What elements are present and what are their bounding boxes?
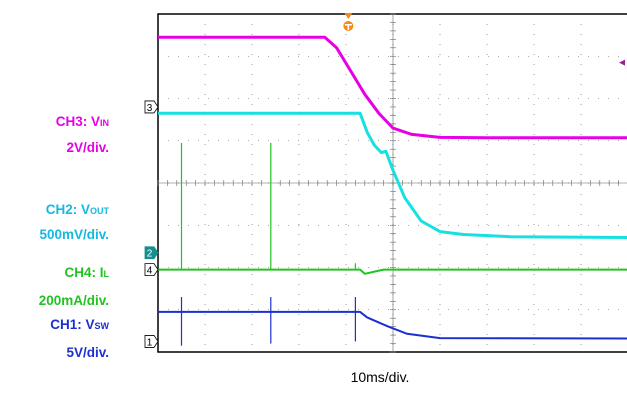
- trace-ch1: [158, 310, 627, 340]
- trigger-level-icon: [619, 59, 625, 66]
- ground-marker-label: 1: [147, 337, 153, 348]
- time-division-label: 10ms/div.: [350, 369, 410, 385]
- ground-marker-label: 2: [147, 249, 153, 260]
- ch4-scale: 200mA/div.: [38, 293, 109, 308]
- ground-marker-ch3: [144, 100, 159, 114]
- ch2-label: CH2: VOUT: [45, 202, 109, 217]
- ground-marker-label: 3: [147, 103, 153, 114]
- trace-ch4: [158, 268, 627, 275]
- ch2-scale: 500mV/div.: [39, 227, 109, 242]
- ground-marker-ch2: [144, 246, 159, 260]
- ch4-label: CH4: IL: [64, 265, 109, 280]
- ch1-label: CH1: VSW: [50, 317, 109, 332]
- trigger-arrow-icon: [344, 13, 353, 19]
- trigger-glyph: [347, 24, 350, 30]
- ch3-scale: 2V/div.: [66, 140, 109, 155]
- ground-marker-ch4: [144, 263, 159, 277]
- ch3-label: CH3: VIN: [55, 114, 109, 129]
- ground-marker-ch1: [144, 335, 159, 348]
- trace-ch3: [158, 35, 627, 140]
- trace-ch2: [158, 111, 627, 239]
- oscilloscope-screen: 3 2 4 1: [131, 0, 627, 356]
- scope-plot: 3 2 4 1: [144, 13, 627, 353]
- ground-marker-label: 4: [147, 266, 153, 277]
- ch1-scale: 5V/div.: [66, 345, 109, 360]
